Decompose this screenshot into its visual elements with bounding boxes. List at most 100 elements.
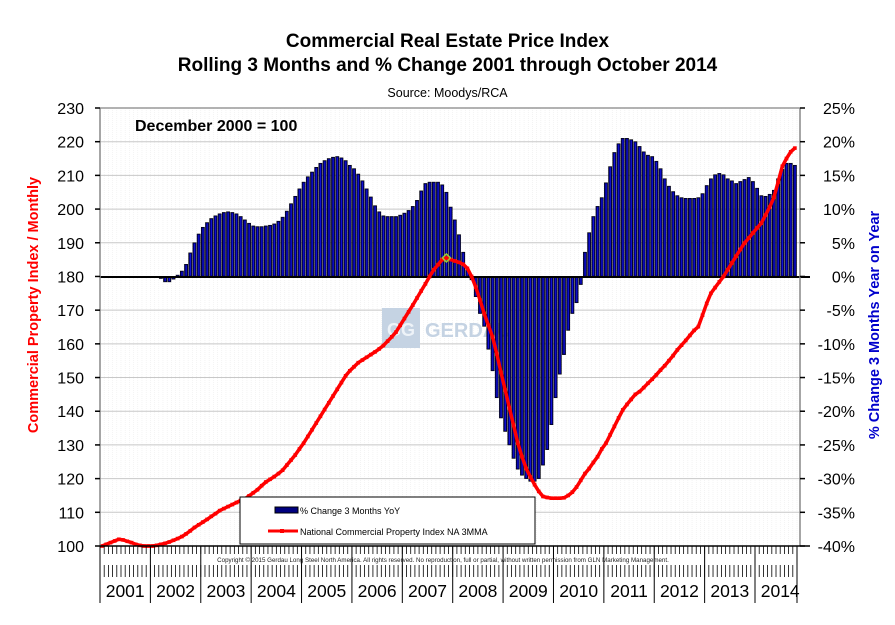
line-point — [667, 358, 671, 363]
right-tick-label: -30% — [818, 472, 855, 489]
right-tick-label: -35% — [818, 505, 855, 522]
line-point — [335, 387, 340, 392]
left-tick-label: 150 — [57, 371, 84, 388]
bar-highlight — [542, 277, 544, 465]
bar-highlight — [626, 139, 628, 276]
chart-source: Source: Moodys/RCA — [387, 86, 508, 100]
line-point — [343, 374, 348, 378]
line-point — [599, 447, 604, 451]
bar-highlight — [790, 164, 792, 276]
left-tick-label: 120 — [57, 472, 84, 489]
line-series — [100, 146, 797, 548]
bar-highlight — [614, 153, 615, 276]
line-point — [398, 323, 403, 328]
left-tick-label: 200 — [57, 202, 84, 219]
line-point — [184, 532, 188, 536]
line-point — [692, 328, 696, 333]
bar-highlight — [643, 152, 645, 276]
bar-highlight — [332, 158, 334, 276]
line-point — [658, 368, 663, 372]
line-point — [297, 447, 302, 451]
line-point — [704, 301, 709, 306]
line-point — [545, 495, 549, 500]
line-point — [448, 257, 453, 262]
year-label: 2010 — [559, 581, 598, 601]
bar-highlight — [416, 201, 418, 276]
bar-highlight — [278, 222, 280, 276]
bar-highlight — [420, 191, 422, 276]
bar-highlight — [504, 277, 506, 431]
line-point — [276, 471, 281, 476]
right-tick-label: 25% — [823, 101, 855, 118]
bar-highlight — [240, 217, 242, 276]
year-label: 2002 — [156, 581, 195, 601]
year-label: 2008 — [458, 581, 497, 601]
line-point — [192, 525, 197, 530]
line-point — [612, 424, 617, 429]
line-point — [314, 421, 319, 425]
bar-highlight — [723, 175, 725, 276]
line-point — [222, 506, 226, 511]
bar-highlight — [395, 217, 397, 276]
line-point — [553, 496, 558, 500]
bar-highlight — [609, 167, 611, 276]
line-point — [264, 480, 268, 484]
line-point — [268, 477, 272, 482]
line-point — [746, 236, 751, 240]
bar-highlight — [735, 184, 737, 276]
bar-highlight — [559, 277, 561, 374]
left-tick-label: 180 — [57, 269, 84, 286]
line-point — [788, 150, 793, 154]
peak-marker — [441, 252, 452, 263]
line-point — [171, 538, 176, 543]
line-point — [457, 260, 461, 265]
bar-highlight — [647, 156, 649, 276]
bar-highlight — [651, 157, 653, 276]
bar-highlight — [194, 243, 196, 276]
line-point — [637, 389, 642, 394]
line-point — [755, 226, 759, 230]
bar-highlight — [500, 277, 502, 417]
line-point — [306, 434, 310, 439]
bar-highlight — [693, 199, 695, 276]
line-point — [259, 483, 264, 488]
line-point — [377, 347, 382, 351]
bar-highlight — [399, 216, 401, 276]
line-point — [536, 489, 541, 494]
bar-highlight — [765, 197, 767, 276]
line-point — [188, 529, 193, 533]
right-tick-label: 0% — [832, 269, 855, 286]
bar-highlight — [752, 182, 754, 276]
bar-highlight — [345, 161, 347, 276]
left-tick-label: 110 — [58, 505, 84, 522]
line-point — [213, 511, 218, 516]
bar-highlight — [181, 272, 183, 276]
line-point — [402, 316, 407, 321]
bar-highlight — [551, 277, 552, 424]
line-point — [541, 494, 545, 499]
right-tick-label: -20% — [818, 404, 855, 421]
line-point — [793, 146, 797, 150]
legend-line-label: National Commercial Property Index NA 3M… — [300, 527, 488, 537]
bar-highlight — [357, 175, 359, 276]
line-point — [595, 454, 600, 459]
year-label: 2006 — [358, 581, 397, 601]
line-point — [360, 358, 365, 362]
bar-highlight — [210, 219, 212, 276]
left-tick-label: 190 — [57, 236, 84, 253]
line-point — [348, 369, 352, 373]
line-point — [167, 540, 172, 544]
bar-highlight — [441, 185, 443, 276]
line-point — [494, 352, 499, 356]
line-point — [671, 353, 675, 358]
line-point — [322, 407, 327, 412]
bar-highlight — [227, 212, 229, 276]
bar-highlight — [286, 212, 288, 276]
bar-highlight — [252, 226, 254, 276]
line-point — [683, 338, 688, 343]
right-tick-label: 10% — [823, 202, 855, 219]
bar-highlight — [593, 217, 594, 276]
line-point — [679, 343, 684, 347]
line-point — [515, 441, 520, 446]
